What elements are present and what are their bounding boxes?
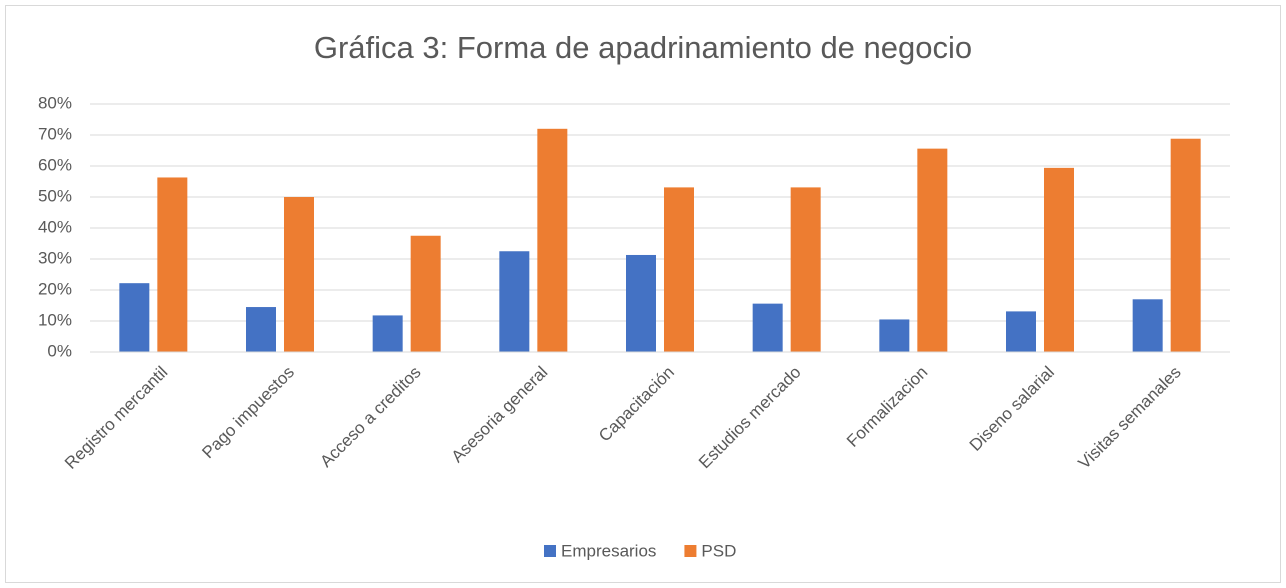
bar — [372, 315, 403, 352]
bar — [1170, 138, 1201, 352]
bar — [410, 235, 441, 352]
bar — [499, 251, 530, 352]
legend-label: Empresarios — [561, 541, 656, 560]
bar — [664, 187, 694, 352]
legend-swatch — [544, 545, 556, 557]
bar — [1044, 167, 1074, 352]
bar — [119, 283, 150, 352]
chart-title: Gráfica 3: Forma de apadrinamiento de ne… — [314, 30, 972, 65]
y-tick-label: 60% — [38, 155, 72, 174]
bar — [752, 303, 783, 352]
bar — [917, 148, 948, 352]
bar — [879, 319, 910, 352]
y-tick-label: 0% — [47, 341, 72, 360]
bar — [246, 307, 276, 352]
bar — [537, 128, 568, 352]
y-tick-label: 40% — [38, 217, 72, 236]
legend-label: PSD — [701, 541, 736, 560]
y-tick-label: 50% — [38, 186, 72, 205]
legend-swatch — [684, 545, 697, 557]
bar — [157, 177, 188, 352]
y-tick-label: 10% — [38, 310, 72, 329]
bar — [626, 254, 656, 352]
y-tick-label: 70% — [38, 124, 72, 143]
y-tick-label: 20% — [38, 279, 72, 298]
bar — [790, 187, 821, 352]
y-tick-label: 30% — [38, 248, 72, 267]
bar — [1006, 311, 1036, 352]
bar — [1132, 299, 1163, 352]
y-tick-label: 80% — [38, 93, 72, 112]
bar — [284, 197, 314, 352]
